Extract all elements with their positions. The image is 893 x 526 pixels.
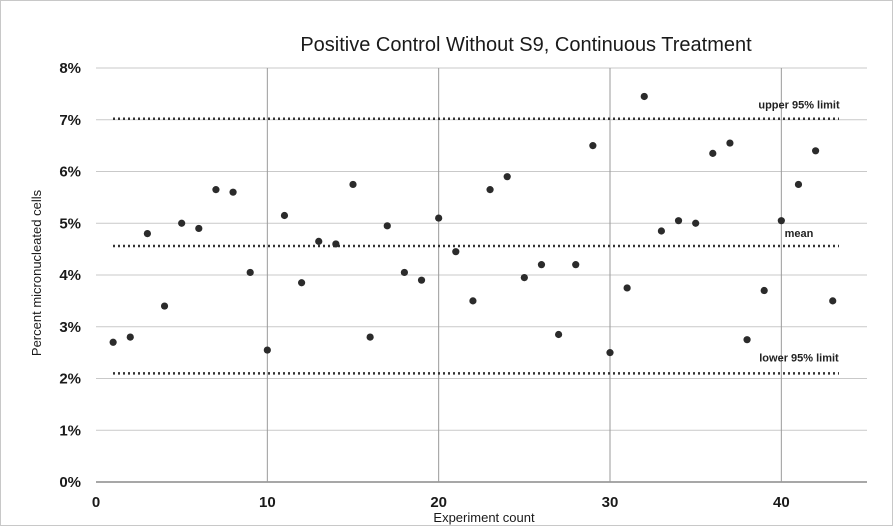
data-point (109, 338, 117, 346)
reference-line-label: upper 95% limit (758, 100, 840, 112)
y-tick-label: 8% (59, 60, 81, 77)
data-point (212, 186, 220, 194)
data-point (160, 302, 169, 310)
data-point (315, 237, 323, 245)
data-point (743, 336, 751, 344)
x-tick-label: 20 (430, 494, 447, 511)
data-point (709, 149, 717, 157)
data-point (349, 180, 357, 189)
data-point (812, 147, 820, 155)
reference-line-label: mean (785, 228, 814, 240)
data-point (503, 173, 511, 181)
data-point (417, 276, 426, 284)
data-point (383, 222, 391, 230)
data-point (178, 219, 186, 227)
data-point (486, 186, 494, 194)
reference-lines: upper 95% limit mean lower 95% limit (113, 100, 840, 375)
chart-title: Positive Control Without S9, Continuous … (300, 34, 752, 56)
data-point (692, 219, 700, 227)
data-point (623, 284, 631, 292)
data-point (195, 224, 203, 233)
data-point (760, 286, 768, 295)
x-tick-label: 40 (773, 494, 790, 511)
data-point (640, 92, 648, 101)
data-point (298, 279, 306, 287)
x-tick-label: 10 (259, 494, 276, 511)
x-axis-label: Experiment count (433, 510, 535, 525)
data-point (520, 273, 528, 282)
tick-labels: 0% 1% 2% 3% 4% 5% 6% 7% 8% 0 10 20 30 40 (59, 60, 789, 511)
data-point (229, 188, 237, 196)
data-point (606, 349, 614, 357)
data-point (143, 230, 151, 238)
grid (96, 67, 867, 483)
data-point (674, 217, 683, 225)
data-point (657, 227, 666, 235)
data-point (537, 261, 546, 269)
data-point (589, 142, 597, 150)
data-point (246, 268, 254, 277)
data-point (555, 330, 563, 339)
y-tick-label: 7% (59, 112, 81, 129)
data-point (469, 297, 477, 305)
data-point (435, 214, 443, 222)
data-point (400, 268, 408, 277)
data-point (366, 333, 374, 341)
data-point (829, 297, 837, 305)
x-tick-label: 0 (92, 494, 100, 511)
data-point (332, 240, 340, 248)
data-point (777, 217, 785, 225)
y-tick-label: 5% (59, 215, 81, 232)
y-axis-label: Percent micronucleated cells (29, 189, 44, 356)
reference-line-label: lower 95% limit (759, 352, 839, 364)
x-tick-label: 30 (602, 494, 619, 511)
data-point (794, 180, 803, 189)
data-point (263, 346, 271, 354)
data-point (726, 139, 734, 147)
y-tick-label: 0% (59, 474, 81, 491)
y-tick-label: 2% (59, 371, 81, 388)
y-tick-label: 3% (59, 319, 81, 336)
y-tick-label: 6% (59, 164, 81, 181)
y-tick-label: 1% (59, 422, 81, 439)
data-points (109, 92, 837, 357)
data-point (452, 248, 460, 256)
y-tick-label: 4% (59, 267, 81, 284)
data-point (126, 333, 134, 341)
data-point (280, 211, 289, 220)
data-point (572, 261, 580, 269)
